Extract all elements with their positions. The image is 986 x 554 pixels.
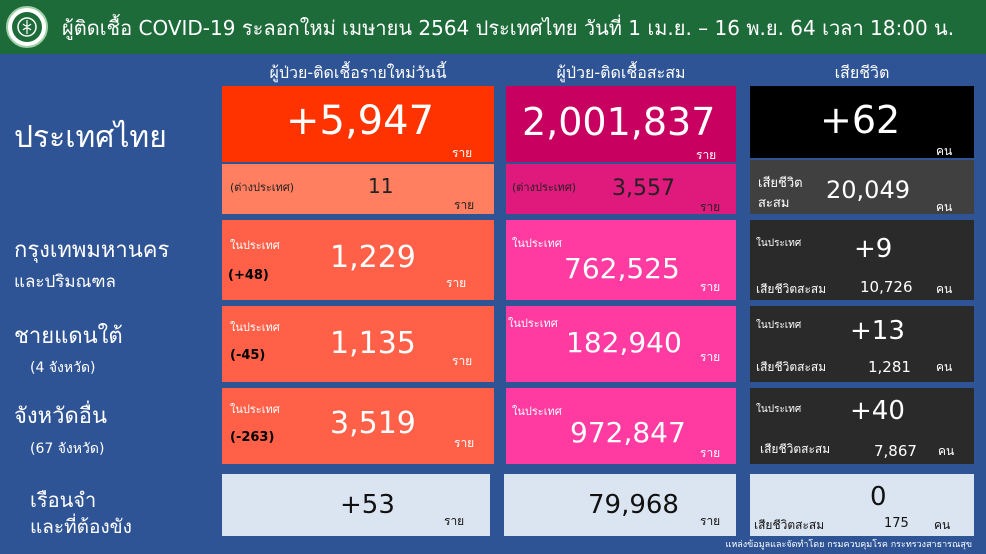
unit-label: คน (936, 144, 953, 158)
unit-label: ราย (454, 436, 475, 450)
unit-label: ราย (446, 276, 467, 290)
south-cumulative-value: 182,940 (566, 326, 682, 359)
deaths-cum-label-line1: เสียชีวิต (758, 176, 803, 191)
row-label-thailand: ประเทศไทย (14, 120, 167, 155)
bangkok-new-box: ในประเทศ (+48) 1,229 ราย (222, 220, 494, 300)
thailand-cum-abroad-value: 3,557 (612, 176, 675, 201)
other-deaths-box: ในประเทศ +40 เสียชีวิตสะสม 7,867 คน (750, 388, 974, 464)
bangkok-deaths-box: ในประเทศ +9 เสียชีวิตสะสม 10,726 คน (750, 220, 974, 300)
unit-label: ราย (696, 148, 717, 162)
unit-label: ราย (700, 280, 721, 294)
bangkok-deaths-cum-label: เสียชีวิตสะสม (756, 282, 827, 296)
prison-cumulative-box: 79,968 ราย (504, 474, 736, 536)
row-sublabel-other: (67 จังหวัด) (30, 441, 105, 457)
column-header-cumulative: ผู้ป่วย-ติดเชื้อสะสม (556, 63, 686, 82)
row-label-south: ชายแดนใต้ (14, 324, 123, 349)
south-deaths-value: +13 (850, 316, 905, 346)
prison-deaths-value: 0 (870, 482, 887, 512)
unit-label: ราย (452, 146, 473, 160)
south-deaths-cum-value: 1,281 (868, 358, 911, 376)
unit-label: ราย (454, 198, 475, 212)
unit-label: คน (938, 444, 955, 458)
unit-label: ราย (444, 514, 465, 528)
ministry-logo (6, 6, 48, 48)
south-change: (-45) (230, 348, 266, 363)
other-change: (-263) (230, 430, 275, 445)
south-deaths-cum-label: เสียชีวิตสะสม (756, 360, 827, 374)
source-note: แหล่งข้อมูลและจัดทำโดย กรมควบคุมโรค กระท… (725, 540, 972, 550)
bangkok-deaths-cum-value: 10,726 (860, 278, 913, 296)
other-deaths-in-country: ในประเทศ (756, 404, 802, 415)
bangkok-new-value: 1,229 (330, 240, 416, 275)
other-deaths-cum-label: เสียชีวิตสะสม (760, 442, 831, 456)
south-deaths-box: ในประเทศ +13 เสียชีวิตสะสม 1,281 คน (750, 306, 974, 382)
column-header-new-cases: ผู้ป่วย-ติดเชื้อรายใหม่วันนี้ (269, 63, 447, 82)
prison-new-value: +53 (340, 490, 395, 520)
south-new-value: 1,135 (330, 326, 416, 361)
other-deaths-cum-value: 7,867 (874, 442, 917, 460)
south-cum-in-country-label: ในประเทศ (508, 317, 558, 330)
thailand-deaths-cum-box: เสียชีวิต สะสม 20,049 คน (750, 160, 974, 214)
unit-label: ราย (452, 354, 473, 368)
south-cumulative-box: ในประเทศ 182,940 ราย (506, 306, 736, 382)
bangkok-cumulative-value: 762,525 (564, 252, 680, 285)
prison-deaths-cum-label: เสียชีวิตสะสม (754, 518, 825, 532)
unit-label: ราย (700, 446, 721, 460)
prison-new-box: +53 ราย (222, 474, 490, 536)
unit-label: ราย (700, 514, 721, 528)
other-new-value: 3,519 (330, 406, 416, 441)
unit-label: คน (934, 518, 951, 532)
bangkok-cumulative-box: ในประเทศ 762,525 ราย (506, 220, 736, 300)
header-bar (0, 0, 986, 54)
prison-cumulative-value: 79,968 (588, 490, 679, 520)
unit-label: คน (936, 200, 953, 214)
other-cumulative-value: 972,847 (570, 416, 686, 449)
row-label-other: จังหวัดอื่น (14, 404, 108, 429)
south-in-country-label: ในประเทศ (230, 321, 280, 334)
row-label-prison: เรือนจำ (30, 488, 97, 512)
column-header-deaths: เสียชีวิต (834, 63, 890, 82)
south-new-box: ในประเทศ (-45) 1,135 ราย (222, 306, 494, 382)
ministry-emblem-icon (12, 12, 42, 42)
thailand-cumulative-value: 2,001,837 (522, 100, 716, 144)
other-cum-in-country-label: ในประเทศ (512, 405, 562, 418)
bangkok-cum-in-country-label: ในประเทศ (512, 237, 562, 250)
thailand-abroad-value: 11 (368, 174, 394, 198)
bangkok-in-country-label: ในประเทศ (230, 239, 280, 252)
thailand-abroad-label: (ต่างประเทศ) (230, 181, 295, 194)
thailand-new-box: +5,947 ราย (222, 86, 494, 162)
thailand-new-value: +5,947 (286, 98, 435, 144)
bangkok-deaths-in-country: ในประเทศ (756, 238, 802, 249)
unit-label: ราย (700, 350, 721, 364)
thailand-abroad-box: (ต่างประเทศ) 11 ราย (222, 164, 494, 214)
bangkok-change: (+48) (228, 268, 269, 283)
thailand-deaths-cum-value: 20,049 (826, 176, 910, 204)
thailand-deaths-box: +62 คน (750, 86, 974, 158)
thailand-deaths-value: +62 (820, 98, 901, 142)
thailand-cum-abroad-label: (ต่างประเทศ) (512, 181, 577, 194)
thailand-cum-abroad-box: (ต่างประเทศ) 3,557 ราย (506, 164, 736, 214)
other-cumulative-box: ในประเทศ 972,847 ราย (506, 388, 736, 464)
other-in-country-label: ในประเทศ (230, 403, 280, 416)
row-sublabel-prison: และที่ต้องขัง (30, 516, 132, 538)
deaths-cum-label-line2: สะสม (758, 196, 790, 211)
other-new-box: ในประเทศ (-263) 3,519 ราย (222, 388, 494, 464)
row-label-bangkok: กรุงเทพมหานคร (14, 238, 170, 263)
prison-deaths-box: 0 เสียชีวิตสะสม 175 คน (750, 474, 974, 536)
thailand-cumulative-box: 2,001,837 ราย (506, 86, 736, 162)
south-deaths-in-country: ในประเทศ (756, 320, 802, 331)
unit-label: คน (936, 282, 953, 296)
page-title: ผู้ติดเชื้อ COVID-19 ระลอกใหม่ เมษายน 25… (62, 16, 955, 40)
row-sublabel-south: (4 จังหวัด) (30, 360, 96, 376)
unit-label: คน (936, 360, 953, 374)
unit-label: ราย (700, 200, 721, 214)
other-deaths-value: +40 (850, 396, 905, 426)
row-sublabel-bangkok: และปริมณฑล (14, 272, 116, 292)
bangkok-deaths-value: +9 (854, 234, 893, 264)
prison-deaths-cum-value: 175 (884, 516, 909, 531)
